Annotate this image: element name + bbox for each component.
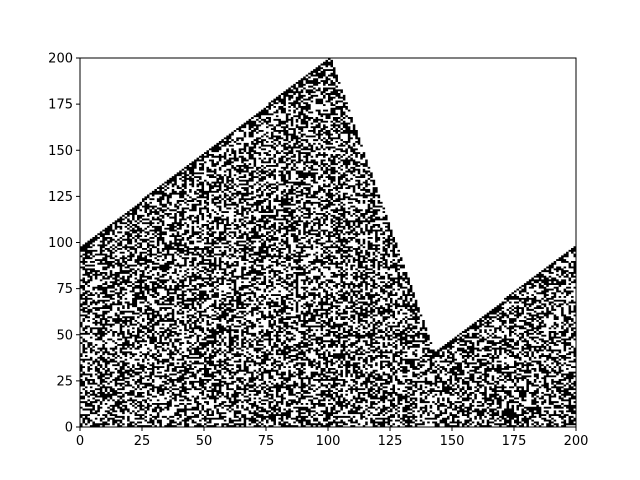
y-tick-label: 150: [48, 144, 73, 159]
y-tick-label: 200: [48, 52, 73, 67]
plot-area: [80, 58, 577, 428]
x-tick-label: 25: [134, 434, 151, 449]
x-tick-label: 175: [502, 434, 527, 449]
x-tick-label: 150: [440, 434, 465, 449]
x-tick-label: 125: [378, 434, 403, 449]
x-tick-label: 0: [76, 434, 84, 449]
x-tick-label: 200: [564, 434, 589, 449]
y-tick-label: 100: [48, 236, 73, 251]
x-tick-label: 75: [258, 434, 275, 449]
y-tick-label: 75: [56, 282, 73, 297]
y-tick-label: 125: [48, 190, 73, 205]
y-tick-label: 0: [65, 421, 73, 436]
y-tick-label: 175: [48, 98, 73, 113]
y-tick-label: 25: [56, 374, 73, 389]
x-tick-label: 50: [196, 434, 213, 449]
heatmap-cells: [80, 58, 577, 428]
y-axis: 0 25 50 75 100 125 150 175 200: [48, 52, 80, 436]
x-axis: 0 25 50 75 100 125 150 175 200: [76, 427, 589, 449]
x-tick-label: 100: [316, 434, 341, 449]
y-tick-label: 50: [56, 328, 73, 343]
